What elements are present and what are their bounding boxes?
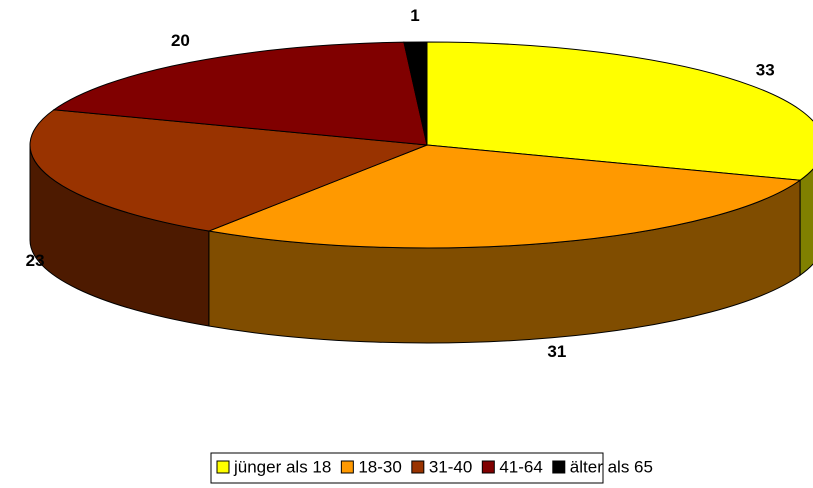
data-label: 23 xyxy=(26,251,45,270)
legend-label: jünger als 18 xyxy=(233,457,331,476)
legend-label: 41-64 xyxy=(499,457,542,476)
pie-slice xyxy=(29,109,428,232)
legend-label: 31-40 xyxy=(429,457,472,476)
data-labels: 33 31 23 20 1 xyxy=(26,6,775,361)
pie-slice xyxy=(206,144,802,249)
data-label: 1 xyxy=(410,6,419,25)
pie-slice xyxy=(52,41,428,146)
legend: jünger als 18 18-30 31-40 41-64 älter als 65 xyxy=(216,457,653,476)
data-label: 33 xyxy=(756,61,775,80)
legend-swatch xyxy=(411,460,425,474)
data-label: 31 xyxy=(547,342,566,361)
data-label: 20 xyxy=(171,31,190,50)
legend-box xyxy=(210,452,604,484)
pie-slice xyxy=(403,41,428,146)
legend-swatch xyxy=(216,460,230,474)
legend-label: älter als 65 xyxy=(570,457,653,476)
legend-swatch xyxy=(552,460,566,474)
legend-swatch xyxy=(340,460,354,474)
pie-slice xyxy=(426,41,813,181)
pie-tops xyxy=(29,41,813,249)
legend-swatch xyxy=(481,460,495,474)
legend-label: 18-30 xyxy=(358,457,401,476)
